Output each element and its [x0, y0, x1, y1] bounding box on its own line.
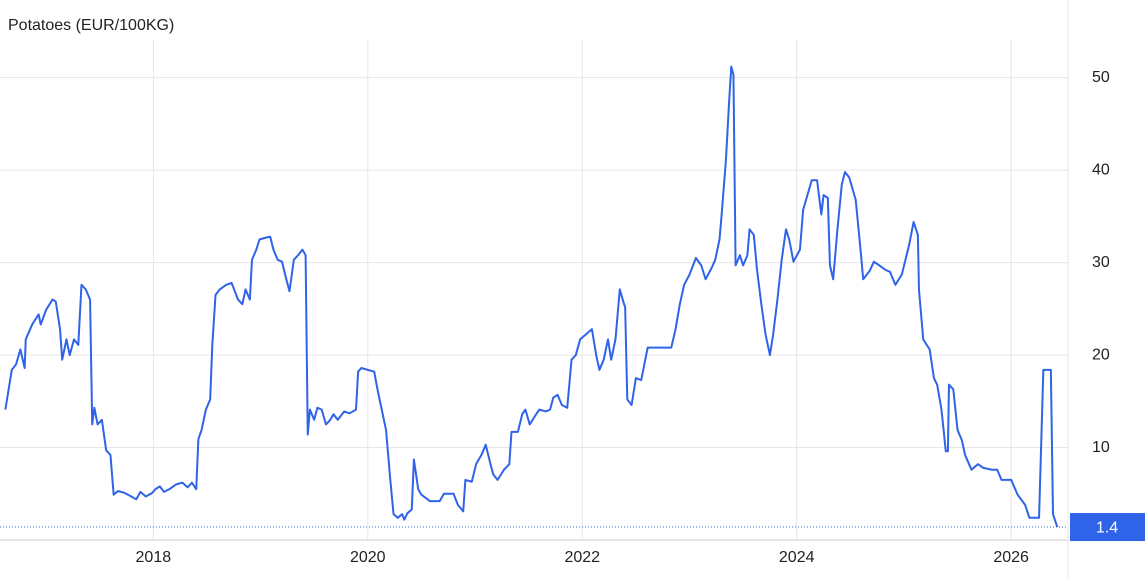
last-value-badge	[1070, 513, 1145, 542]
x-tick-label: 2026	[993, 549, 1029, 566]
x-tick-label: 2020	[350, 549, 386, 566]
y-tick-label: 40	[1092, 161, 1110, 178]
x-tick-label: 2022	[564, 549, 600, 566]
y-tick-label: 10	[1092, 439, 1110, 456]
x-tick-label: 2018	[136, 549, 172, 566]
chart-title: Potatoes (EUR/100KG)	[8, 17, 174, 34]
x-tick-label: 2024	[779, 549, 815, 566]
y-tick-label: 30	[1092, 254, 1110, 271]
y-tick-label: 20	[1092, 346, 1110, 363]
price-line	[4, 65, 1059, 528]
y-tick-label: 50	[1092, 69, 1110, 86]
last-value-label: 1.4	[1096, 519, 1118, 536]
